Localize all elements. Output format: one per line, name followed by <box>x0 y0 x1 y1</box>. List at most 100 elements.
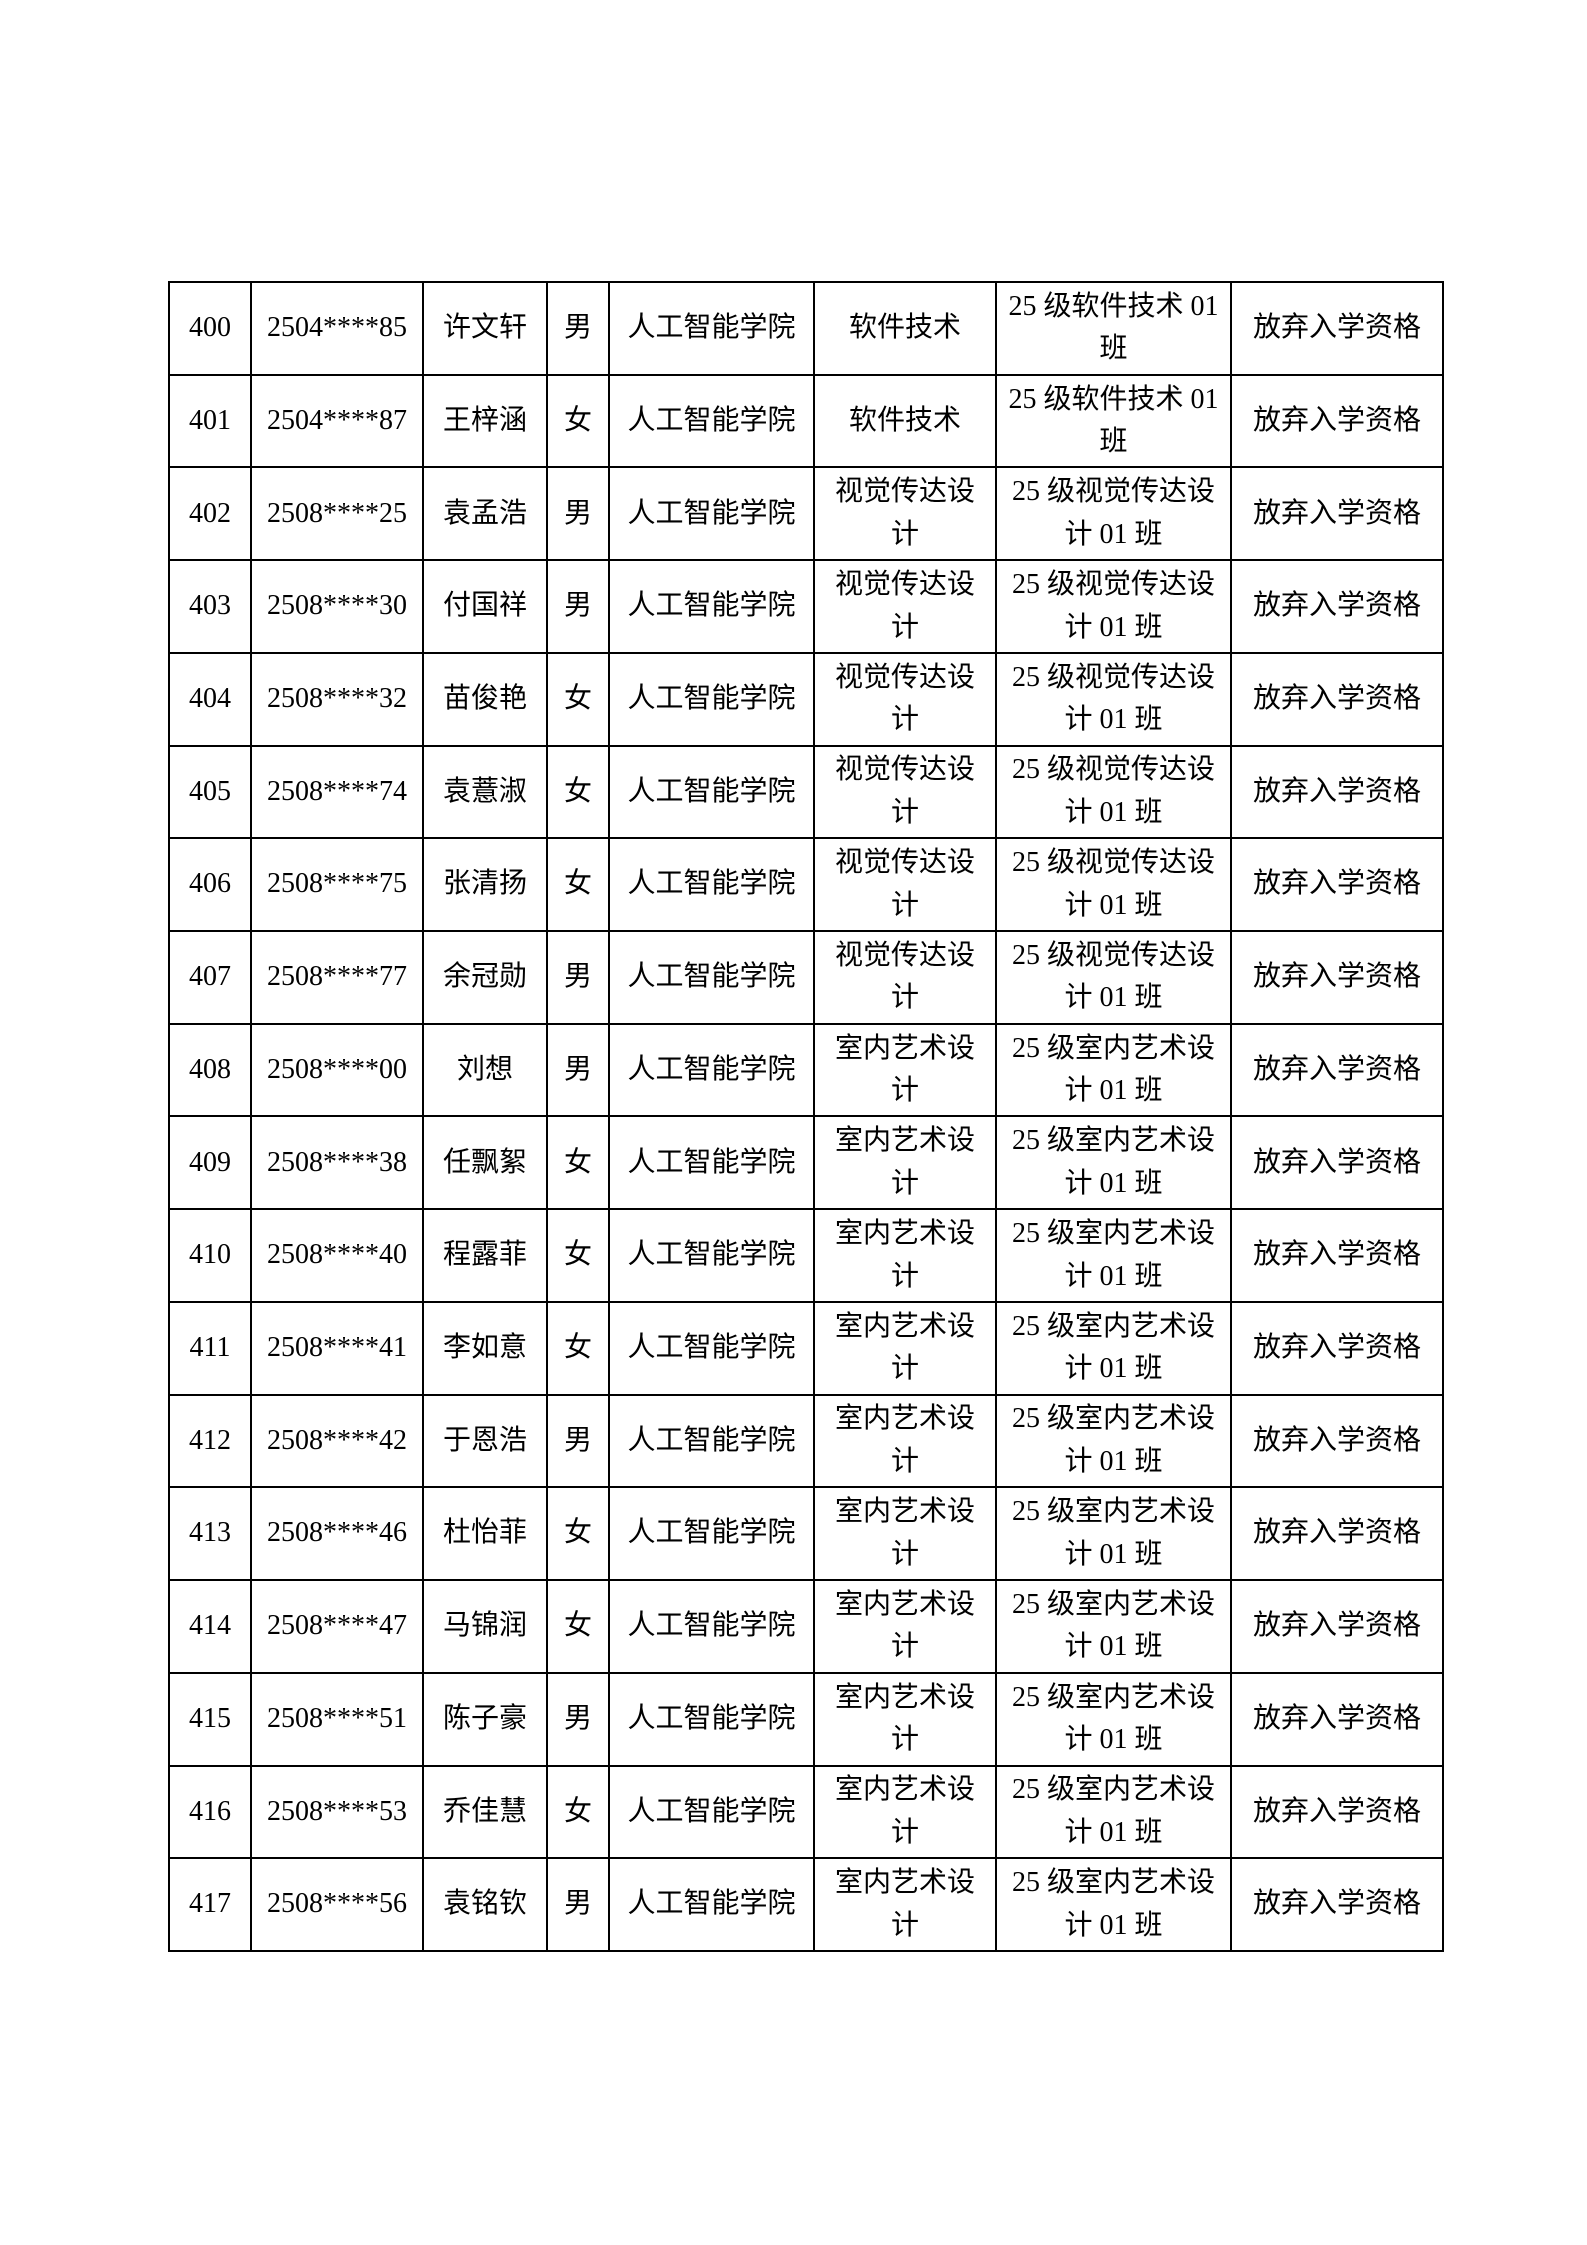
cell-status: 放弃入学资格 <box>1230 1857 1444 1952</box>
table-row: 406 2508****75 张清扬女人工智能学院 视觉传达设 计 25 级视觉传达设 … <box>168 837 1444 933</box>
cell-student-id: 2508****38 <box>250 1115 424 1211</box>
cell-student-id: 2508****41 <box>250 1300 424 1396</box>
cell-status: 放弃入学资格 <box>1230 1300 1444 1396</box>
cell-class-name: 25 级视觉传达设 计 01 班 <box>995 559 1232 654</box>
cell-class-name: 25 级室内艺术设 计 01 班 <box>995 1486 1232 1582</box>
cell-student-id: 2508****77 <box>250 930 424 1025</box>
cell-row-number: 401 <box>168 373 252 469</box>
cell-row-number: 417 <box>168 1857 252 1952</box>
cell-class-name: 25 级视觉传达设 计 01 班 <box>995 930 1232 1025</box>
cell-class-name: 25 级室内艺术设 计 01 班 <box>995 1115 1232 1211</box>
cell-status: 放弃入学资格 <box>1230 930 1444 1025</box>
cell-major: 视觉传达设 计 <box>813 930 997 1025</box>
cell-row-number: 402 <box>168 466 252 562</box>
cell-row-number: 405 <box>168 744 252 840</box>
cell-student-name: 李如意 <box>422 1300 548 1396</box>
table-row: 410 2508****40 程露菲女人工智能学院 室内艺术设 计 25 级室内艺术设 … <box>168 1208 1444 1303</box>
cell-student-name: 余冠勋 <box>422 930 548 1025</box>
cell-major: 室内艺术设 计 <box>813 1579 997 1674</box>
cell-status: 放弃入学资格 <box>1230 1208 1444 1303</box>
table-row: 409 2508****38 任飘絮女人工智能学院 室内艺术设 计 25 级室内艺术设 … <box>168 1115 1444 1211</box>
table-row: 400 2504****85 许文轩男人工智能学院 软件技术 25 级软件技术 01 班… <box>168 281 1444 376</box>
cell-major: 视觉传达设 计 <box>813 651 997 747</box>
cell-student-id: 2508****25 <box>250 466 424 562</box>
table-row: 405 2508****74 袁薏淑女人工智能学院 视觉传达设 计 25 级视觉传达设 … <box>168 744 1444 840</box>
cell-status: 放弃入学资格 <box>1230 744 1444 840</box>
cell-row-number: 409 <box>168 1115 252 1211</box>
cell-student-id: 2508****30 <box>250 559 424 654</box>
cell-college: 人工智能学院 <box>608 1857 815 1952</box>
cell-class-name: 25 级室内艺术设 计 01 班 <box>995 1579 1232 1674</box>
cell-college: 人工智能学院 <box>608 1486 815 1582</box>
cell-gender: 女 <box>546 1300 610 1396</box>
cell-row-number: 400 <box>168 281 252 376</box>
cell-gender: 女 <box>546 1486 610 1582</box>
cell-status: 放弃入学资格 <box>1230 281 1444 376</box>
cell-college: 人工智能学院 <box>608 651 815 747</box>
cell-class-name: 25 级视觉传达设 计 01 班 <box>995 651 1232 747</box>
cell-class-name: 25 级软件技术 01 班 <box>995 373 1232 469</box>
cell-row-number: 410 <box>168 1208 252 1303</box>
cell-gender: 女 <box>546 1115 610 1211</box>
table-row: 403 2508****30 付国祥男人工智能学院 视觉传达设 计 25 级视觉传达设 … <box>168 559 1444 654</box>
cell-row-number: 411 <box>168 1300 252 1396</box>
cell-gender: 女 <box>546 744 610 840</box>
cell-class-name: 25 级视觉传达设 计 01 班 <box>995 744 1232 840</box>
cell-student-name: 程露菲 <box>422 1208 548 1303</box>
cell-gender: 女 <box>546 837 610 933</box>
cell-college: 人工智能学院 <box>608 1579 815 1674</box>
cell-gender: 男 <box>546 1671 610 1767</box>
cell-student-name: 陈子豪 <box>422 1671 548 1767</box>
table-row: 416 2508****53 乔佳慧女人工智能学院 室内艺术设 计 25 级室内艺术设 … <box>168 1764 1444 1860</box>
cell-row-number: 416 <box>168 1764 252 1860</box>
cell-student-id: 2508****42 <box>250 1393 424 1489</box>
cell-gender: 女 <box>546 651 610 747</box>
cell-gender: 女 <box>546 373 610 469</box>
cell-student-id: 2508****53 <box>250 1764 424 1860</box>
cell-major: 室内艺术设 计 <box>813 1857 997 1952</box>
cell-class-name: 25 级室内艺术设 计 01 班 <box>995 1300 1232 1396</box>
cell-college: 人工智能学院 <box>608 1208 815 1303</box>
cell-status: 放弃入学资格 <box>1230 1486 1444 1582</box>
cell-major: 视觉传达设 计 <box>813 744 997 840</box>
cell-major: 软件技术 <box>813 281 997 376</box>
table-row: 407 2508****77 余冠勋男人工智能学院 视觉传达设 计 25 级视觉传达设 … <box>168 930 1444 1025</box>
cell-class-name: 25 级室内艺术设 计 01 班 <box>995 1393 1232 1489</box>
cell-student-name: 任飘絮 <box>422 1115 548 1211</box>
table-row: 412 2508****42 于恩浩男人工智能学院 室内艺术设 计 25 级室内艺术设 … <box>168 1393 1444 1489</box>
cell-student-id: 2508****47 <box>250 1579 424 1674</box>
cell-student-id: 2508****32 <box>250 651 424 747</box>
cell-college: 人工智能学院 <box>608 1300 815 1396</box>
cell-status: 放弃入学资格 <box>1230 837 1444 933</box>
cell-row-number: 404 <box>168 651 252 747</box>
table-row: 404 2508****32 苗俊艳女人工智能学院 视觉传达设 计 25 级视觉传达设 … <box>168 651 1444 747</box>
cell-class-name: 25 级软件技术 01 班 <box>995 281 1232 376</box>
table-row: 414 2508****47 马锦润女人工智能学院 室内艺术设 计 25 级室内艺术设 … <box>168 1579 1444 1674</box>
cell-class-name: 25 级室内艺术设 计 01 班 <box>995 1857 1232 1952</box>
cell-student-id: 2508****46 <box>250 1486 424 1582</box>
cell-college: 人工智能学院 <box>608 930 815 1025</box>
table-row: 408 2508****00 刘想男人工智能学院 室内艺术设 计 25 级室内艺术设 计… <box>168 1022 1444 1118</box>
cell-student-name: 袁孟浩 <box>422 466 548 562</box>
cell-status: 放弃入学资格 <box>1230 1393 1444 1489</box>
cell-student-name: 苗俊艳 <box>422 651 548 747</box>
cell-row-number: 403 <box>168 559 252 654</box>
cell-major: 视觉传达设 计 <box>813 559 997 654</box>
cell-gender: 女 <box>546 1764 610 1860</box>
cell-student-name: 乔佳慧 <box>422 1764 548 1860</box>
cell-student-name: 许文轩 <box>422 281 548 376</box>
cell-class-name: 25 级室内艺术设 计 01 班 <box>995 1671 1232 1767</box>
cell-student-name: 付国祥 <box>422 559 548 654</box>
cell-row-number: 412 <box>168 1393 252 1489</box>
cell-status: 放弃入学资格 <box>1230 1764 1444 1860</box>
cell-college: 人工智能学院 <box>608 1671 815 1767</box>
cell-status: 放弃入学资格 <box>1230 1115 1444 1211</box>
cell-major: 室内艺术设 计 <box>813 1393 997 1489</box>
cell-major: 室内艺术设 计 <box>813 1671 997 1767</box>
cell-student-name: 张清扬 <box>422 837 548 933</box>
cell-student-name: 刘想 <box>422 1022 548 1118</box>
cell-college: 人工智能学院 <box>608 837 815 933</box>
cell-status: 放弃入学资格 <box>1230 1671 1444 1767</box>
student-records-table: 400 2504****85 许文轩男人工智能学院 软件技术 25 级软件技术 01 班… <box>168 281 1444 1952</box>
